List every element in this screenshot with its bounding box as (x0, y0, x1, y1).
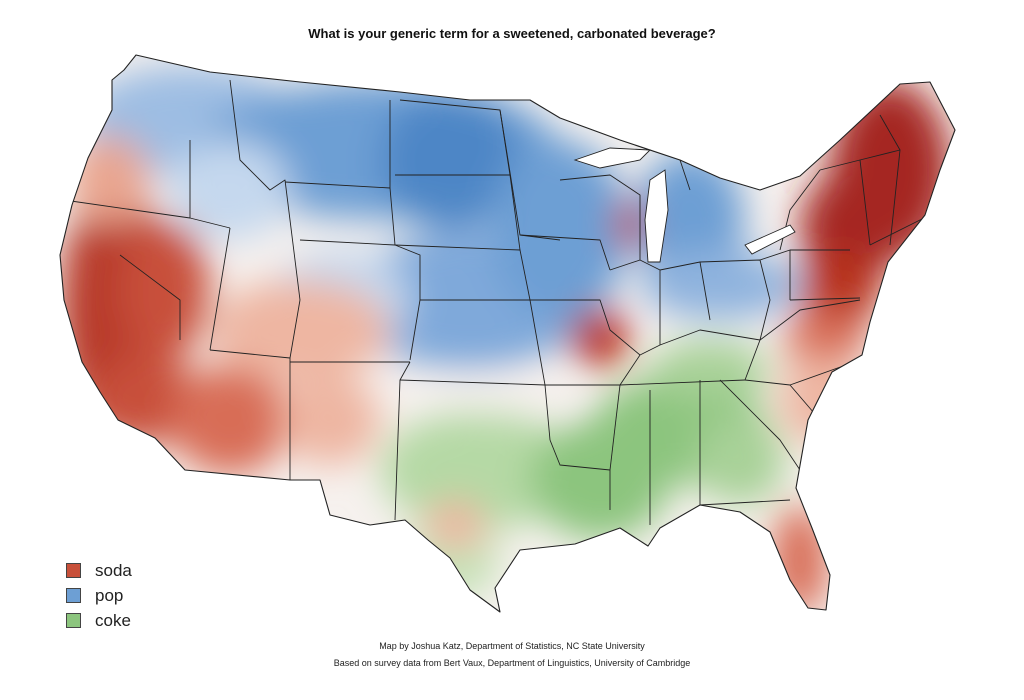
region-soda-st-louis (570, 308, 630, 368)
region-pop-dakotas (380, 90, 520, 230)
region-soda-central-texas (425, 500, 485, 550)
state-borders (63, 79, 931, 525)
region-coke-texas (380, 410, 580, 530)
map-title: What is your generic term for a sweetene… (308, 26, 716, 41)
lake-michigan (644, 169, 669, 263)
legend-swatch-soda (66, 563, 81, 578)
legend-item-coke: coke (66, 608, 132, 633)
region-soda-arizona (170, 365, 290, 475)
legend-item-pop: pop (66, 583, 132, 608)
region-soda-new-mexico (280, 375, 380, 465)
region-pop-idaho (170, 140, 290, 240)
credits-line-2: Based on survey data from Bert Vaux, Dep… (333, 658, 691, 668)
region-soda-mid-atlantic (800, 250, 880, 330)
legend-swatch-pop (66, 588, 81, 603)
region-soda-southwest (210, 280, 390, 380)
region-coke-tennessee (650, 340, 770, 400)
credits-line-1: Map by Joshua Katz, Department of Statis… (379, 641, 645, 651)
region-soda-carolinas (780, 355, 860, 445)
legend-label-soda: soda (95, 560, 132, 580)
region-pop-ohio-valley (640, 250, 800, 320)
region-soda-nevada (120, 220, 210, 360)
legend-item-soda: soda (66, 558, 132, 583)
us-outline (59, 54, 956, 613)
region-soda-florida (772, 505, 828, 612)
region-soda-milwaukee (616, 200, 644, 250)
lake-erie (744, 224, 796, 255)
legend-label-pop: pop (95, 585, 124, 605)
lake-superior (573, 147, 652, 169)
credits: Map by Joshua Katz, Department of Statis… (0, 638, 1024, 672)
region-pop-upper-midwest (490, 140, 630, 320)
region-coke-georgia (695, 415, 785, 505)
region-neutral-oklahoma (420, 377, 580, 413)
legend-swatch-coke (66, 613, 81, 628)
region-soda-virginia (785, 310, 865, 370)
legend-label-coke: coke (95, 610, 131, 630)
region-soda-oregon (70, 135, 150, 225)
legend: soda pop coke (66, 558, 132, 633)
